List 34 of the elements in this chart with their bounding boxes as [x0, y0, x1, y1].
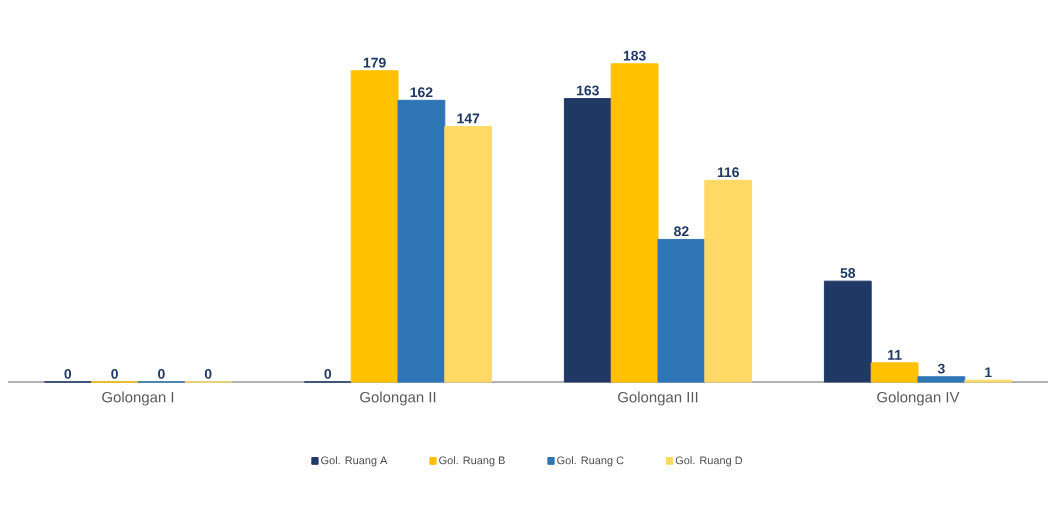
data-label: 116: [717, 167, 739, 178]
legend-label: Gol. Ruang B: [439, 456, 505, 467]
data-label: 0: [158, 368, 165, 379]
x-tick-label: Golongan III: [618, 391, 698, 406]
x-tick-label: Golongan IV: [877, 391, 960, 406]
data-label: 0: [204, 368, 212, 379]
bar: [870, 362, 919, 383]
bar: [563, 98, 612, 383]
data-label: 162: [410, 87, 433, 98]
legend-label: Gol. Ruang D: [675, 456, 743, 467]
bar: [657, 238, 706, 383]
data-label: 3: [937, 363, 945, 374]
bar: [444, 125, 493, 383]
data-label: 147: [457, 113, 480, 124]
bar: [350, 70, 399, 383]
bar: [397, 99, 446, 383]
x-tick-label: Golongan II: [360, 391, 436, 406]
bar: [704, 179, 753, 383]
data-label: 0: [64, 368, 72, 379]
x-tick-label: Golongan I: [102, 391, 174, 406]
data-label: 58: [840, 268, 856, 278]
data-label: 11: [888, 350, 902, 360]
data-label: 1: [985, 367, 992, 378]
data-label: 0: [111, 368, 118, 379]
bar: [823, 280, 872, 383]
data-label: 0: [324, 368, 332, 379]
legend-label: Gol. Ruang A: [321, 456, 388, 467]
bar: [610, 63, 659, 383]
legend-label: Gol. Ruang C: [557, 456, 624, 467]
data-label: 82: [674, 226, 689, 237]
data-label: 183: [623, 50, 646, 61]
data-label: 163: [577, 85, 599, 96]
bar: [917, 376, 966, 383]
data-label: 179: [363, 57, 386, 68]
